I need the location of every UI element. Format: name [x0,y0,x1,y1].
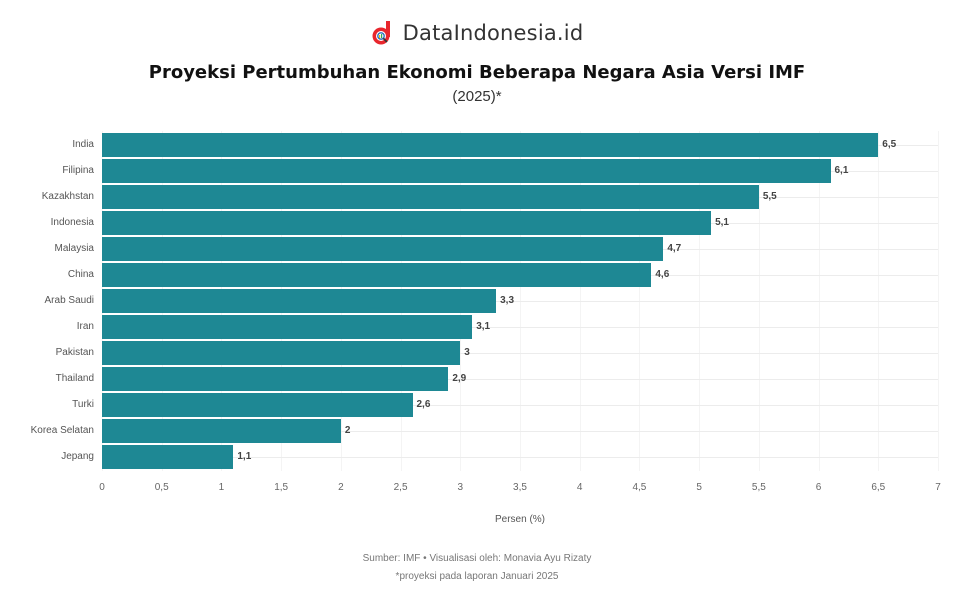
bar-row: 5,5 [102,185,938,209]
bar-row: 3 [102,341,938,365]
category-label: Jepang [61,451,94,462]
category-label: Indonesia [50,217,94,228]
bar-value-label: 2,6 [416,399,431,410]
bar-value-label: 4,6 [655,269,670,280]
category-label: India [72,139,94,150]
x-tick-label: 4,5 [632,482,647,493]
datain-logo-icon [371,20,395,46]
category-label: Korea Selatan [30,425,94,436]
bar-value-label: 3,3 [500,295,515,306]
bar[interactable] [102,419,341,443]
bar[interactable] [102,185,759,209]
bar-value-label: 2,9 [452,373,467,384]
bar-row: 1,1 [102,445,938,469]
bar-row: 4,7 [102,237,938,261]
grid-hline [102,431,938,432]
x-tick-label: 0,5 [154,482,169,493]
category-label: Kazakhstan [41,191,94,202]
grid-vline [938,131,939,471]
chart-subtitle: (2025)* [452,88,502,105]
bar[interactable] [102,159,831,183]
category-label: Pakistan [55,347,94,358]
grid-hline [102,327,938,328]
grid-hline [102,405,938,406]
category-label: Thailand [55,373,94,384]
bar-value-label: 4,7 [667,243,682,254]
bar-row: 2,6 [102,393,938,417]
bar-row: 3,3 [102,289,938,313]
category-label: China [67,269,94,280]
x-tick-label: 0 [99,482,105,493]
x-tick-label: 7 [935,482,941,493]
bar-row: 2 [102,419,938,443]
grid-hline [102,457,938,458]
chart-title: Proyeksi Pertumbuhan Ekonomi Beberapa Ne… [148,62,806,83]
brand-header: DataIndonesia.id [0,20,954,46]
bar[interactable] [102,393,413,417]
x-tick-label: 5,5 [751,482,766,493]
bar[interactable] [102,315,473,339]
bar-value-label: 3,1 [476,321,491,332]
x-tick-label: 4 [576,482,583,493]
plot-area: 6,5 6,1 5,5 5,1 4,7 4,6 3,3 3,1 3 2,9 2,6 2 1,1 [102,131,939,471]
brand-name: DataIndonesia.id [402,21,584,45]
category-label: Arab Saudi [44,295,94,306]
grid-hline [102,379,938,380]
bar-value-label: 6,1 [834,165,849,176]
bar-row: 6,1 [102,159,938,183]
bar[interactable] [102,133,879,157]
bar-row: 2,9 [102,367,938,391]
bar[interactable] [102,341,461,365]
bar-row: 4,6 [102,263,938,287]
bar[interactable] [102,263,652,287]
bar-value-label: 5,5 [762,191,777,202]
bar-row: 6,5 [102,133,938,157]
bar[interactable] [102,237,664,261]
x-axis-label: Persen (%) [494,514,545,525]
bar-value-label: 6,5 [882,139,897,150]
x-tick-label: 1 [218,482,225,493]
grid-hline [102,301,938,302]
bar-value-label: 3 [464,347,470,358]
category-label: Filipina [62,165,94,176]
x-tick-label: 2,5 [393,482,408,493]
bar[interactable] [102,289,497,313]
category-label: Iran [76,321,94,332]
bar-value-label: 2 [344,425,351,436]
x-tick-label: 5 [696,482,702,493]
category-label: Malaysia [54,243,94,254]
x-tick-label: 1,5 [274,482,289,493]
x-tick-label: 3,5 [513,482,527,493]
bar-value-label: 1,1 [237,451,252,462]
bar[interactable] [102,211,712,235]
category-label: Turki [72,399,94,410]
bar-value-label: 5,1 [715,217,729,228]
bar[interactable] [102,445,234,469]
x-tick-label: 6,5 [871,482,886,493]
source-note: Sumber: IMF • Visualisasi oleh: Monavia … [362,553,592,564]
bar-row: 3,1 [102,315,938,339]
bar-row: 5,1 [102,211,938,235]
footnote: *proyeksi pada laporan Januari 2025 [395,571,559,582]
x-tick-label: 3 [457,482,464,493]
grid-hline [102,353,938,354]
x-tick-label: 6 [815,482,822,493]
bar[interactable] [102,367,449,391]
x-tick-label: 2 [338,482,344,493]
